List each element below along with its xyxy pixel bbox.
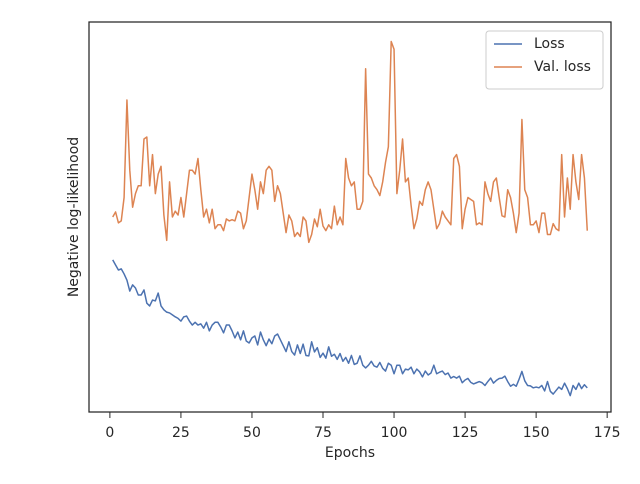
x-tick-label: 175 (594, 425, 621, 441)
legend-box (485, 30, 604, 90)
x-tick-label: 50 (243, 425, 261, 441)
line-series (112, 40, 589, 244)
x-tick-label: 0 (105, 425, 114, 441)
x-axis-label: Epochs (325, 445, 375, 461)
x-tick-label: 100 (381, 425, 408, 441)
x-tick-label: 25 (172, 425, 190, 441)
legend-label: Val. loss (534, 59, 591, 75)
legend: Loss Val. loss (485, 30, 604, 90)
legend-label: Loss (534, 36, 565, 52)
y-axis-label: Negative log-likelihood (66, 137, 82, 297)
x-tick-label: 125 (452, 425, 479, 441)
plot-frame (88, 21, 612, 413)
line-series (112, 259, 588, 397)
x-tick-label: 150 (523, 425, 550, 441)
x-tick-label: 75 (314, 425, 332, 441)
